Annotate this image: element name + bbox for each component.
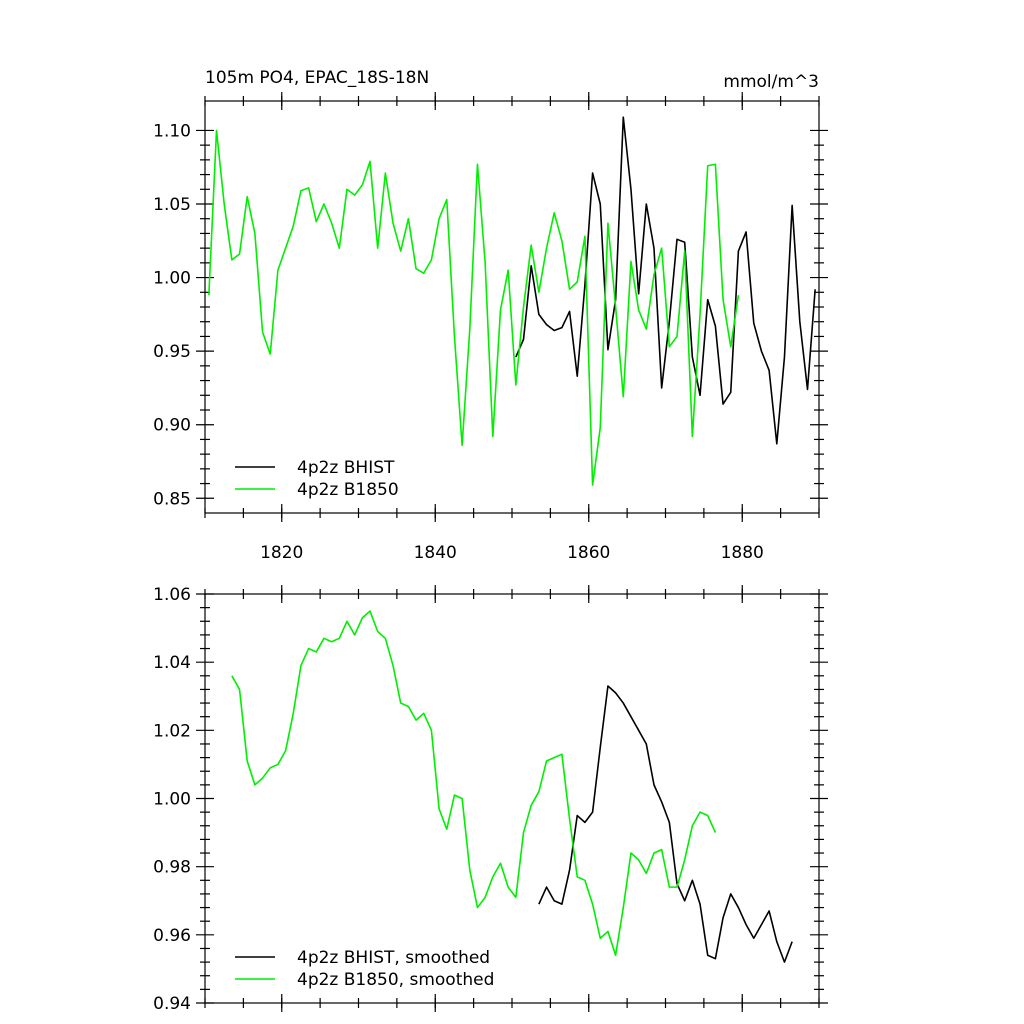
- plot-frame: [204, 593, 820, 1004]
- x-tick-label: 1860: [567, 543, 610, 563]
- legend-label: 4p2z BHIST, smoothed: [297, 948, 490, 968]
- units-label: mmol/m^3: [723, 72, 819, 92]
- x-tick-label: 1840: [414, 543, 457, 563]
- y-tick-label: 1.05: [153, 195, 191, 215]
- legend-label: 4p2z BHIST: [297, 458, 395, 478]
- y-tick-label: 0.85: [153, 489, 191, 509]
- x-tick-label: 1880: [721, 543, 764, 563]
- legend-label: 4p2z B1850, smoothed: [297, 970, 494, 990]
- y-tick-label: 0.96: [153, 926, 191, 946]
- y-tick-label: 1.00: [153, 269, 191, 289]
- data-line: [208, 129, 740, 486]
- y-tick-label: 1.00: [153, 790, 191, 810]
- y-tick-label: 1.04: [153, 653, 191, 673]
- data-line: [515, 116, 816, 445]
- legend-label: 4p2z B1850: [297, 480, 399, 500]
- plot-frame: [204, 100, 820, 514]
- y-tick-label: 1.06: [153, 585, 191, 605]
- y-tick-label: 0.98: [153, 858, 191, 878]
- y-tick-label: 1.02: [153, 721, 191, 741]
- y-tick-label: 0.94: [153, 994, 191, 1014]
- chart-title: 105m PO4, EPAC_18S-18N: [205, 68, 429, 88]
- y-tick-label: 0.95: [153, 342, 191, 362]
- y-tick-label: 1.10: [153, 121, 191, 141]
- data-line: [231, 610, 717, 957]
- data-line: [538, 685, 793, 963]
- y-tick-label: 0.90: [153, 416, 191, 436]
- x-tick-label: 1820: [260, 543, 303, 563]
